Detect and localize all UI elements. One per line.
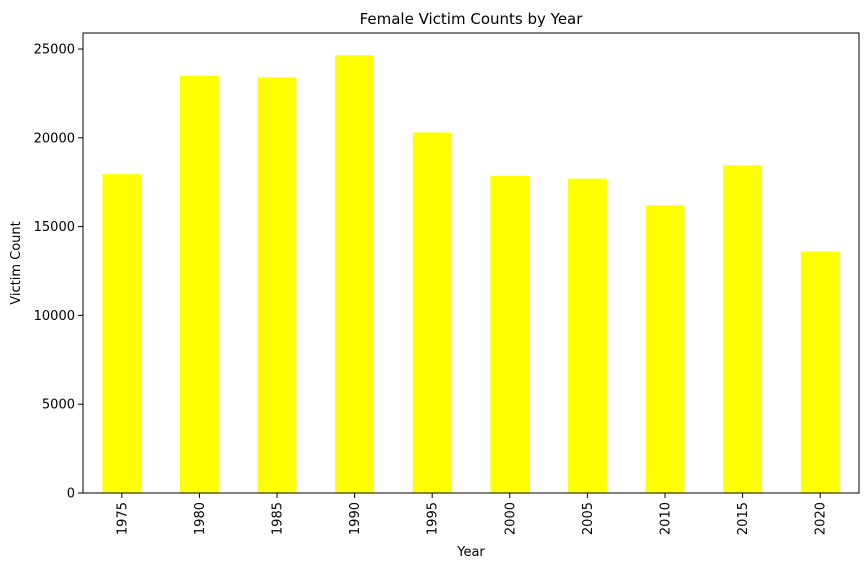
bar-1985 xyxy=(257,77,297,493)
x-tick-label: 2005 xyxy=(581,502,596,535)
bar-1995 xyxy=(412,132,452,493)
bar-2010 xyxy=(645,205,685,493)
y-tick-label: 5000 xyxy=(42,398,75,413)
x-tick-label: 1985 xyxy=(271,502,286,535)
y-axis-ticks: 0 5000 10000 15000 20000 25000 xyxy=(34,42,83,502)
y-tick-label: 0 xyxy=(67,487,75,502)
bar-2015 xyxy=(723,165,762,494)
x-axis-label: Year xyxy=(456,545,485,560)
y-tick-label: 15000 xyxy=(34,220,75,235)
bar-2000 xyxy=(490,175,530,494)
bar-1975 xyxy=(102,174,142,494)
plot-frame xyxy=(82,32,860,494)
chart-title: Female Victim Counts by Year xyxy=(360,10,584,28)
x-tick-label: 1975 xyxy=(115,502,130,535)
bar-1990 xyxy=(335,55,374,493)
bar-1980 xyxy=(180,75,219,493)
x-axis-ticks: 1975 1980 1985 1990 1995 2000 2005 2010 2015 2020 xyxy=(115,493,829,535)
y-tick-label: 10000 xyxy=(34,309,75,324)
x-tick-label: 2010 xyxy=(659,502,674,535)
x-tick-label: 1980 xyxy=(193,502,208,535)
y-tick-label: 25000 xyxy=(34,42,75,57)
bars-group xyxy=(102,55,840,494)
x-tick-label: 1990 xyxy=(348,502,363,535)
y-axis-label: Victim Count xyxy=(9,221,24,304)
bar-2005 xyxy=(568,178,607,493)
x-tick-label: 2000 xyxy=(503,502,518,535)
y-tick-label: 20000 xyxy=(34,131,75,146)
x-tick-label: 2020 xyxy=(814,502,829,535)
x-tick-label: 1995 xyxy=(426,502,441,535)
bar-2020 xyxy=(800,251,840,493)
x-tick-label: 2015 xyxy=(736,502,751,535)
